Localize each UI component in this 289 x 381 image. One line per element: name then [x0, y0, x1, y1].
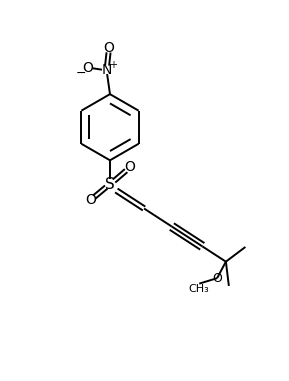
Text: S: S: [105, 177, 115, 192]
Text: O: O: [212, 272, 222, 285]
Text: O: O: [125, 160, 136, 174]
Text: O: O: [85, 193, 96, 207]
Text: CH₃: CH₃: [189, 284, 210, 294]
Text: O: O: [82, 61, 93, 75]
Text: −: −: [76, 67, 86, 80]
Text: N: N: [102, 63, 112, 77]
Text: O: O: [103, 41, 114, 55]
Text: +: +: [110, 59, 117, 69]
